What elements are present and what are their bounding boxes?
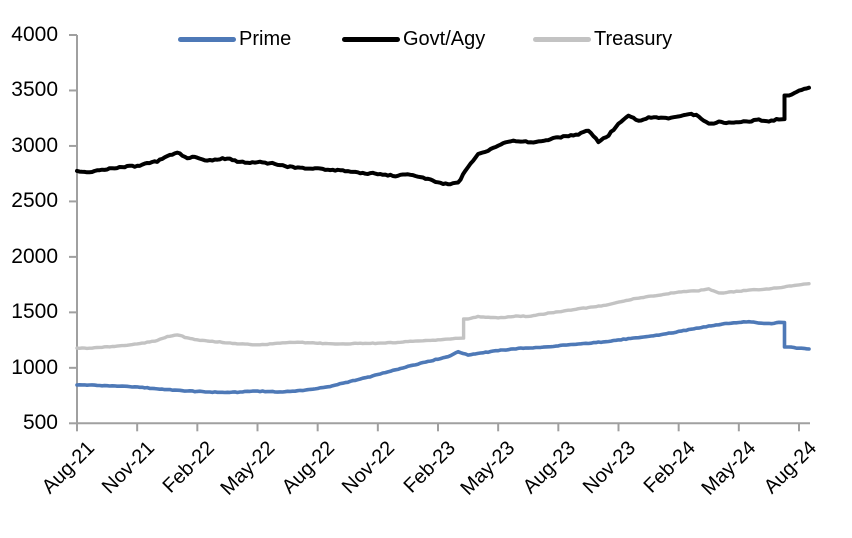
y-tick-label: 3500 xyxy=(11,78,58,102)
series-line-treasury xyxy=(75,282,811,351)
y-tick-label: 2000 xyxy=(11,244,58,268)
y-tick-label: 500 xyxy=(22,411,58,435)
legend-swatch-prime xyxy=(178,36,236,42)
series-line-prime xyxy=(75,319,811,395)
y-tick-label: 1500 xyxy=(11,300,58,324)
y-tick-label: 2500 xyxy=(11,189,58,213)
chart-legend: Prime Govt/Agy Treasury xyxy=(0,25,852,53)
y-tick-label: 3000 xyxy=(11,133,58,157)
y-tick-label: 4000 xyxy=(11,23,58,46)
legend-swatch-govt-agy xyxy=(342,36,400,42)
legend-label-treasury: Treasury xyxy=(594,27,673,50)
legend-item-prime: Prime xyxy=(178,25,291,53)
legend-swatch-treasury xyxy=(533,36,591,42)
legend-item-govt-agy: Govt/Agy xyxy=(342,25,485,53)
y-tick-label: 1000 xyxy=(11,355,58,379)
legend-item-treasury: Treasury xyxy=(533,25,672,53)
legend-label-prime: Prime xyxy=(239,27,292,50)
legend-label-govt-agy: Govt/Agy xyxy=(403,27,486,50)
series-line-govt-agy xyxy=(75,85,811,187)
